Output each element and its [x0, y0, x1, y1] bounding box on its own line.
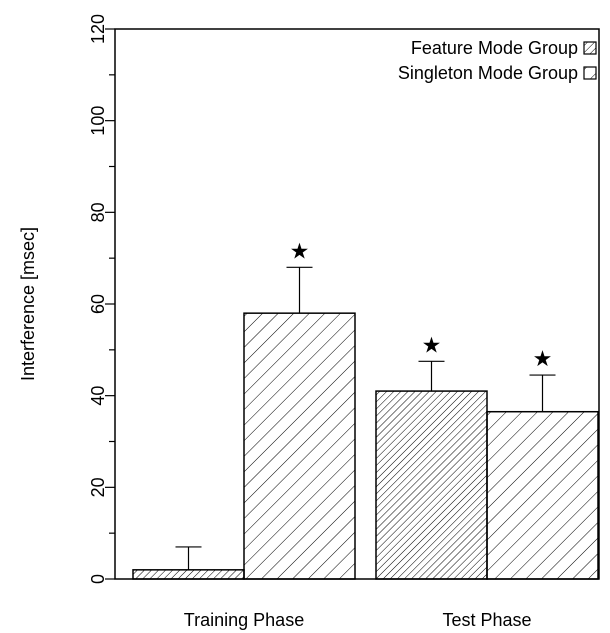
y-tick-label: 40	[88, 386, 108, 406]
significance-star: ★	[290, 239, 310, 264]
bar-singleton-mode	[243, 312, 356, 580]
bars	[132, 312, 599, 580]
x-category-label: Test Phase	[442, 610, 531, 630]
y-tick-label: 60	[88, 294, 108, 314]
significance-star: ★	[422, 333, 442, 358]
y-tick-label: 0	[88, 574, 108, 584]
bar-feature-mode	[132, 569, 245, 580]
y-tick-label: 100	[88, 106, 108, 136]
y-tick-label: 120	[88, 14, 108, 44]
legend-label: Feature Mode Group	[411, 38, 578, 58]
x-category-label: Training Phase	[184, 610, 304, 630]
x-axis-labels: Training Phase Test Phase	[184, 610, 532, 630]
bar-singleton-mode	[486, 410, 599, 580]
y-tick-label: 80	[88, 202, 108, 222]
bar-feature-mode	[375, 390, 488, 580]
error-bars	[175, 266, 556, 570]
legend: Feature Mode Group Singleton Mode Group	[398, 38, 597, 83]
legend-swatch	[583, 66, 597, 80]
legend-label: Singleton Mode Group	[398, 63, 578, 83]
plot-frame	[114, 28, 600, 580]
legend-swatch	[583, 41, 597, 55]
y-tick-label: 20	[88, 477, 108, 497]
significance-markers: ★ ★ ★	[290, 239, 553, 372]
significance-star: ★	[533, 347, 553, 372]
y-axis-ticks: 0 20 40 60 80 100 120	[88, 14, 115, 584]
y-axis-title: Interference [msec]	[18, 227, 38, 381]
